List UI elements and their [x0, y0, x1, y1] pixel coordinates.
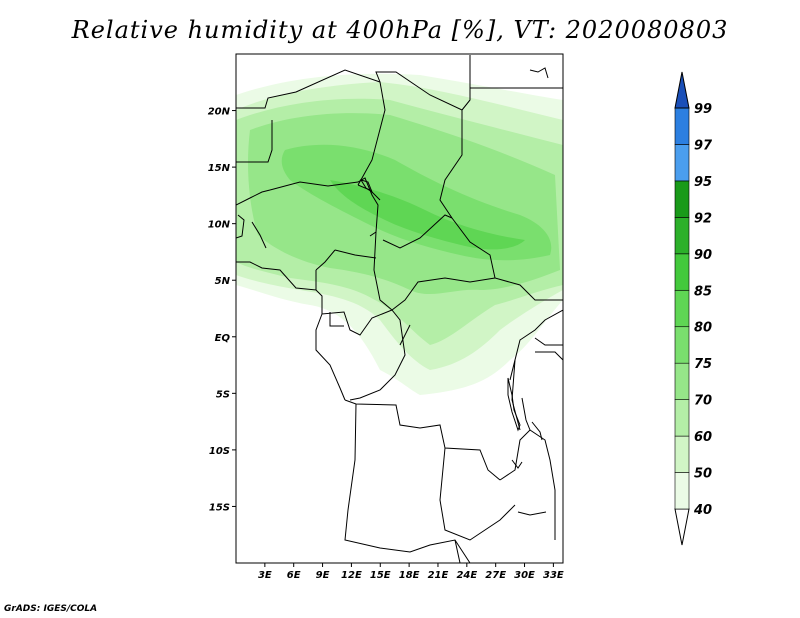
colorbar-swatch — [674, 435, 690, 473]
lon-tick-label: 21E — [428, 570, 449, 581]
colorbar-label: 92 — [694, 211, 712, 226]
colorbar-label: 75 — [694, 357, 712, 372]
colorbar-label: 95 — [694, 175, 712, 190]
colorbar-swatch — [674, 472, 690, 510]
colorbar-swatch — [674, 107, 690, 145]
colorbar-label: 50 — [694, 467, 712, 482]
colorbar-under-arrow — [674, 508, 690, 546]
colorbar-swatch — [674, 362, 690, 400]
latitude-axis: 20N 15N 10N 5N EQ 5S 10S 15S — [208, 107, 236, 513]
rh-band-75 — [281, 144, 552, 261]
colorbar-label: 70 — [694, 394, 712, 409]
longitude-axis: 3E 6E 9E 12E 15E 18E 21E 24E 27E 30E 33E — [258, 563, 564, 581]
map-title: Relative humidity at 400hPa [%], VT: 202… — [71, 16, 729, 44]
colorbar-label: 90 — [694, 248, 712, 263]
colorbar-label: 60 — [694, 430, 712, 445]
lon-tick-label: 30E — [514, 570, 535, 581]
country-borders — [236, 55, 563, 563]
lat-tick-label: 10N — [208, 220, 231, 231]
colorbar-swatch — [674, 180, 690, 218]
colorbar-over-arrow — [674, 71, 690, 109]
colorbar-swatch — [674, 289, 690, 328]
rh-band-80 — [330, 180, 525, 250]
map-frame — [235, 53, 564, 564]
lon-tick-label: 3E — [258, 570, 272, 581]
humidity-field — [236, 73, 563, 396]
colorbar-label: 80 — [694, 321, 712, 336]
lat-tick-label: 15S — [209, 502, 230, 513]
lat-tick-label: 15N — [208, 163, 231, 174]
lon-tick-label: 15E — [370, 570, 391, 581]
colorbar-swatch — [674, 399, 690, 437]
colorbar-swatch — [674, 326, 690, 364]
lon-tick-label: 12E — [341, 570, 362, 581]
colorbar-swatch — [674, 253, 690, 291]
colorbar-swatch — [674, 144, 690, 182]
lakes — [359, 67, 549, 516]
colorbar-label: 99 — [694, 102, 712, 117]
colorbar-label: 40 — [693, 503, 712, 518]
lon-tick-label: 6E — [287, 570, 301, 581]
lat-tick-label: 10S — [209, 446, 230, 457]
lon-tick-label: 18E — [399, 570, 420, 581]
lat-tick-label: 5N — [215, 276, 231, 287]
lat-tick-label: 5S — [216, 389, 230, 400]
colorbar-label: 97 — [694, 138, 713, 153]
lat-tick-label: EQ — [215, 333, 231, 344]
colorbar-swatch — [674, 217, 690, 255]
lat-tick-label: 20N — [208, 107, 231, 118]
lon-tick-label: 9E — [316, 570, 330, 581]
grads-credit: GrADS: IGES/COLA — [4, 604, 98, 614]
lon-tick-label: 24E — [456, 570, 477, 581]
colorbar: 40 50 60 70 75 80 85 90 92 95 97 99 — [674, 71, 713, 546]
lon-tick-label: 27E — [485, 570, 506, 581]
colorbar-label: 85 — [694, 284, 712, 299]
lon-tick-label: 33E — [543, 570, 564, 581]
